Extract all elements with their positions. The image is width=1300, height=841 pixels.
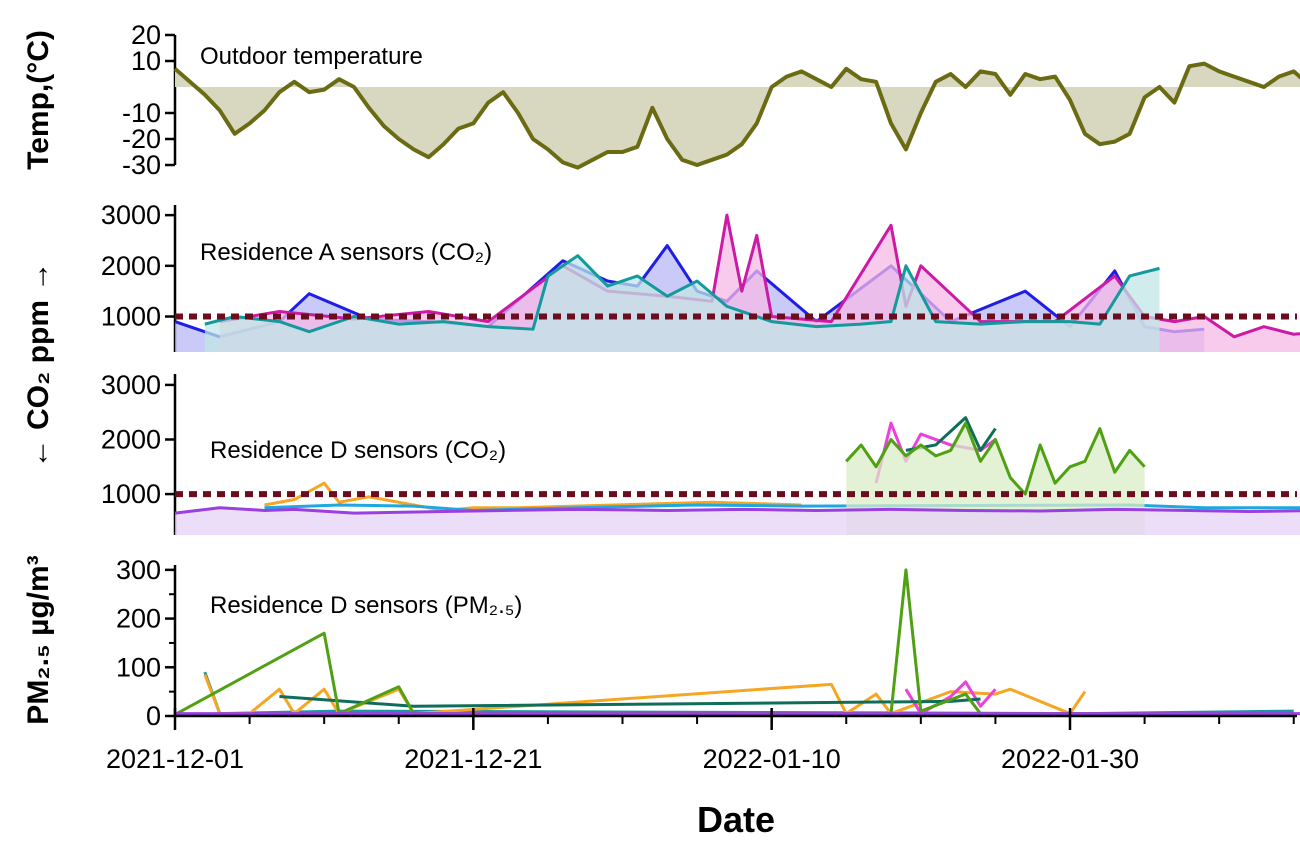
sensor-series-line xyxy=(203,674,1087,716)
sensor-fill-area xyxy=(204,255,1160,352)
y-tick-label: 0 xyxy=(146,701,161,731)
y-tick-label: 300 xyxy=(116,555,161,585)
y-tick-label: 3000 xyxy=(101,200,161,230)
sensor-series-line xyxy=(279,695,981,708)
y-tick-label: 3000 xyxy=(101,370,161,400)
date-x-axis: 2021-12-01 2021-12-21 2022-01-10 2022-01-30… xyxy=(106,708,1297,840)
residence-d-co2-panel: 3000 2000 1000 Residence D sensors (CO₂) xyxy=(101,370,1300,535)
y-tick-label: -20 xyxy=(122,124,161,154)
sensor-series-line xyxy=(204,254,1160,334)
y-tick-label: 2000 xyxy=(101,251,161,281)
y-tick-label: 2000 xyxy=(101,424,161,454)
x-tick-label: 2021-12-21 xyxy=(404,744,542,774)
panel-annotation: Residence A sensors (CO₂) xyxy=(200,239,492,266)
co2-y-axis-title: ← CO₂ ppm → xyxy=(22,262,55,469)
pm25-y-axis-title: PM₂.₅ µg/m³ xyxy=(22,555,55,724)
panel-annotation: Residence D sensors (PM₂.₅) xyxy=(210,592,522,619)
sensor-series-line xyxy=(219,213,1300,339)
x-tick-label: 2021-12-01 xyxy=(106,744,244,774)
y-tick-label: 20 xyxy=(131,20,161,50)
x-tick-label: 2022-01-30 xyxy=(1001,744,1139,774)
sensor-series-line xyxy=(174,506,1300,515)
sensor-fill-area xyxy=(175,507,1300,535)
sensor-series-line xyxy=(845,421,1146,496)
y-tick-label: 1000 xyxy=(101,479,161,509)
y-tick-label: 100 xyxy=(116,652,161,682)
residence-a-co2-panel: 3000 2000 1000 Residence A sensors (CO₂) ← C… xyxy=(22,200,1300,468)
sensor-fill-area xyxy=(846,423,1145,535)
sensor-series-line xyxy=(203,671,1294,716)
y-tick-label: 1000 xyxy=(101,302,161,332)
panel-annotation: Residence D sensors (CO₂) xyxy=(210,437,506,464)
x-tick-label: 2022-01-10 xyxy=(703,744,841,774)
residence-d-pm25-panel: 300 200 100 0 Residence D sensors (PM₂.₅) PM₂… xyxy=(22,555,1300,731)
temperature-series-line xyxy=(173,61,1300,170)
panel-annotation: Outdoor temperature xyxy=(200,43,423,70)
sensor-fill-area xyxy=(219,215,1300,352)
temperature-fill-area xyxy=(175,63,1300,168)
x-axis-title: Date xyxy=(697,799,775,840)
y-tick-label: -10 xyxy=(122,98,161,128)
sensor-series-line xyxy=(264,503,1300,512)
temperature-y-axis-title: Temp,(°C) xyxy=(22,30,55,170)
y-tick-label: -30 xyxy=(122,150,161,180)
sensor-series-line xyxy=(904,680,997,716)
y-tick-label: 10 xyxy=(131,46,161,76)
y-tick-label: 200 xyxy=(116,604,161,634)
